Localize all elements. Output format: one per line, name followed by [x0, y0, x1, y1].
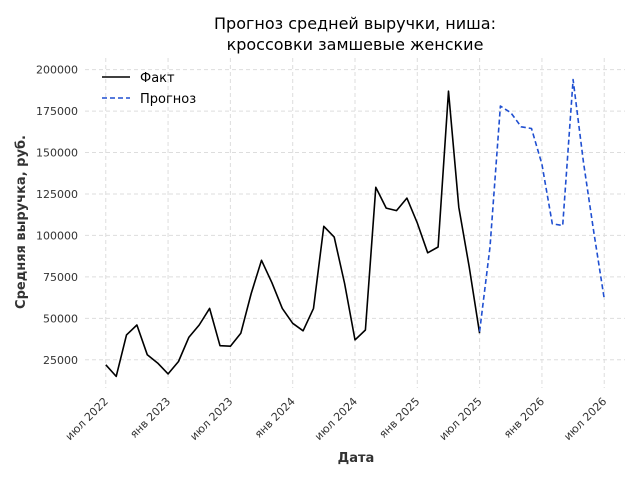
- x-tick-label: янв 2023: [127, 395, 173, 441]
- y-tick-label: 125000: [36, 188, 78, 201]
- chart-title-line-2: кроссовки замшевые женские: [227, 35, 484, 54]
- chart-title-line-1: Прогноз средней выручки, ниша:: [214, 14, 496, 33]
- x-tick-label: янв 2025: [377, 395, 423, 441]
- x-axis-label: Дата: [338, 451, 375, 466]
- x-tick-label: июл 2022: [63, 395, 111, 443]
- y-axis-label: Средняя выручка, руб.: [14, 135, 29, 309]
- x-tick-label: июл 2025: [437, 395, 485, 443]
- x-tick-label: июл 2023: [187, 395, 235, 443]
- legend: Факт Прогноз: [102, 71, 196, 107]
- x-tick-label: янв 2026: [501, 395, 547, 441]
- y-tick-label: 75000: [43, 271, 78, 284]
- legend-label-fact: Факт: [140, 71, 175, 86]
- grid: [85, 58, 625, 388]
- y-tick-label: 100000: [36, 229, 78, 242]
- legend-label-forecast: Прогноз: [140, 92, 196, 107]
- series: [105, 78, 605, 378]
- y-tick-label: 25000: [43, 354, 78, 367]
- y-tick-label: 50000: [43, 312, 78, 325]
- x-tick-label: июл 2024: [312, 395, 360, 443]
- y-tick-label: 150000: [36, 147, 78, 160]
- x-tick-label: янв 2024: [252, 395, 298, 441]
- y-tick-label: 175000: [36, 105, 78, 118]
- y-axis-ticks: 25000 50000 75000 100000 125000 150000 175000 2…: [36, 64, 78, 367]
- y-tick-label: 200000: [36, 64, 78, 77]
- x-tick-label: июл 2026: [561, 395, 609, 443]
- x-axis-ticks: июл 2022 янв 2023 июл 2023 янв 2024 июл 2024…: [63, 395, 610, 443]
